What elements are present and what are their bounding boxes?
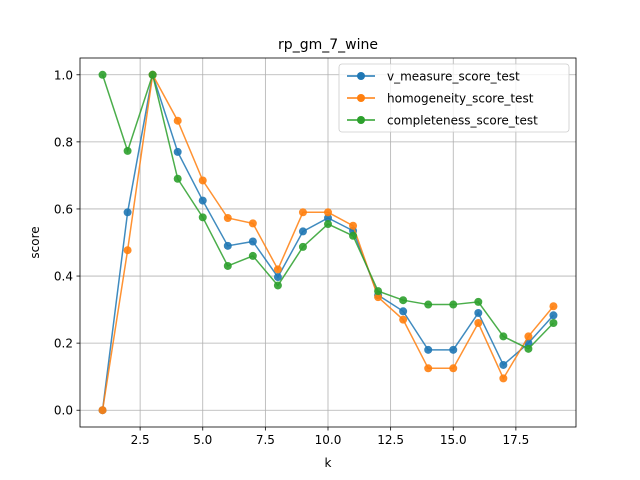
data-point: [298, 227, 307, 236]
y-tick-label: 1.0: [54, 68, 73, 82]
x-tick-label: 15.0: [440, 433, 467, 447]
y-axis-label: score: [28, 226, 42, 258]
data-point: [248, 219, 257, 228]
y-tick-label: 0.0: [54, 404, 73, 418]
data-point: [399, 315, 408, 324]
data-point: [173, 147, 182, 156]
data-point: [424, 300, 433, 309]
data-point: [524, 332, 533, 341]
plot-frame: [79, 57, 577, 428]
data-point: [349, 231, 358, 240]
data-point: [349, 221, 358, 230]
data-point: [324, 220, 332, 229]
data-point: [549, 319, 558, 328]
data-point: [198, 176, 207, 185]
data-point: [399, 307, 408, 316]
data-point: [324, 208, 332, 217]
data-point: [198, 213, 207, 222]
data-point: [173, 174, 182, 183]
x-axis-label: k: [325, 456, 332, 470]
chart-title: rp_gm_7_wine: [278, 37, 378, 53]
legend-swatch-marker: [357, 116, 365, 124]
data-point: [549, 302, 558, 311]
y-tick-label: 0.8: [54, 135, 73, 149]
y-tick-label: 0.4: [54, 270, 73, 284]
data-point: [248, 251, 257, 260]
data-series: [98, 70, 558, 415]
legend-swatch-marker: [357, 72, 365, 80]
data-point: [474, 319, 483, 328]
data-point: [524, 344, 533, 353]
data-point: [324, 214, 332, 223]
data-point: [499, 374, 508, 383]
legend-label: v_measure_score_test: [387, 70, 520, 84]
y-tick-label: 0.2: [54, 337, 73, 351]
data-point: [499, 360, 508, 369]
data-point: [148, 70, 157, 79]
data-point: [424, 364, 433, 373]
data-point: [549, 311, 558, 320]
data-point: [223, 261, 232, 270]
data-point: [123, 208, 132, 217]
y-tick-label: 0.6: [54, 202, 73, 216]
data-point: [298, 208, 307, 217]
data-point: [273, 281, 282, 290]
legend: v_measure_score_test homogeneity_score_te…: [338, 63, 570, 133]
x-tick-label: 17.5: [503, 433, 530, 447]
data-point: [449, 300, 458, 309]
series-completeness_score_test: [98, 70, 558, 353]
data-point: [223, 214, 232, 223]
x-tick-label: 2.5: [131, 433, 150, 447]
data-point: [499, 332, 508, 341]
legend-label: completeness_score_test: [387, 114, 538, 128]
legend-box: [338, 63, 570, 133]
data-point: [173, 116, 182, 125]
data-point: [98, 406, 107, 415]
data-point: [424, 345, 433, 354]
data-point: [123, 146, 132, 155]
data-point: [449, 345, 458, 354]
legend-label: homogeneity_score_test: [387, 92, 534, 106]
data-point: [374, 287, 383, 296]
data-point: [374, 293, 383, 302]
x-tick-label: 10.0: [315, 433, 342, 447]
data-point: [474, 308, 483, 317]
data-point: [399, 296, 408, 305]
data-point: [98, 70, 107, 79]
data-point: [198, 196, 207, 205]
series-homogeneity_score_test: [98, 70, 558, 415]
data-point: [248, 237, 257, 246]
data-point: [273, 273, 282, 282]
data-point: [449, 364, 458, 373]
x-tick-label: 12.5: [377, 433, 404, 447]
legend-swatch-marker: [357, 94, 365, 102]
x-tick-label: 5.0: [193, 433, 212, 447]
x-tick-label: 7.5: [256, 433, 275, 447]
data-point: [298, 242, 307, 251]
axis-ticks: 2.5 5.0 7.5 10.0 12.5 15.0 17.5 0.0 0.2 0.4 0.6 0.8…: [54, 68, 529, 447]
data-point: [474, 297, 483, 306]
data-point: [273, 265, 282, 274]
data-point: [223, 241, 232, 250]
data-point: [123, 246, 132, 255]
